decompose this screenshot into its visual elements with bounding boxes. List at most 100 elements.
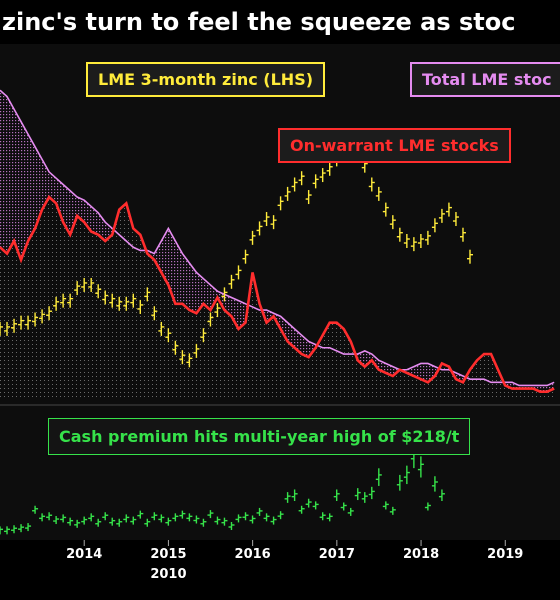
zinc-price-bar	[403, 234, 410, 248]
zinc-price-bar	[151, 306, 158, 321]
x-axis-tick-label: 2018	[403, 547, 439, 562]
zinc-price-bar	[417, 234, 424, 248]
zinc-price-bar	[0, 321, 3, 336]
zinc-price-bar	[81, 277, 88, 292]
zinc-price-bar	[11, 318, 18, 333]
premium-bar	[60, 514, 67, 523]
premium-bar	[53, 516, 60, 525]
x-axis-tick-label: 2019	[487, 547, 523, 562]
zinc-price-bar	[88, 277, 95, 292]
zinc-price-bar	[172, 340, 179, 355]
zinc-price-bar	[228, 274, 235, 289]
premium-bar	[382, 501, 389, 510]
zinc-price-bar	[382, 202, 389, 217]
premium-bar	[368, 486, 375, 500]
zinc-price-bar	[312, 174, 319, 189]
zinc-price-bar	[25, 315, 32, 330]
zinc-price-bar	[60, 293, 67, 308]
premium-bar	[109, 517, 116, 526]
premium-bar	[18, 524, 25, 533]
zinc-price-bar	[249, 230, 256, 245]
zinc-price-bar	[438, 208, 445, 223]
premium-bar	[165, 517, 172, 526]
on-warrant-area	[0, 197, 555, 398]
premium-bar	[256, 507, 263, 516]
premium-bar	[284, 492, 291, 503]
premium-bar	[270, 516, 277, 525]
premium-bar	[389, 506, 396, 515]
premium-bar	[403, 465, 410, 485]
premium-bar	[354, 488, 361, 501]
series-line-on-warrant-stocks	[0, 194, 555, 394]
zinc-price-bar	[74, 281, 81, 296]
premium-bar	[263, 513, 270, 522]
premium-bar	[11, 525, 18, 534]
zinc-price-bar	[284, 186, 291, 201]
premium-bar	[277, 511, 284, 520]
zinc-price-bar	[389, 215, 396, 230]
zinc-price-bar	[102, 290, 109, 305]
premium-bar	[249, 515, 256, 524]
zinc-price-bar	[39, 309, 46, 324]
chart-title-bar: zinc's turn to feel the squeeze as stoc	[0, 0, 560, 44]
premium-bar	[123, 514, 130, 523]
premium-bar	[242, 512, 249, 521]
zinc-price-bar	[46, 306, 53, 321]
zinc-price-bar	[200, 328, 207, 343]
premium-bar	[291, 489, 298, 501]
premium-bar	[375, 468, 382, 486]
zinc-price-bar	[396, 227, 403, 242]
zinc-price-bar	[109, 293, 116, 308]
premium-bar	[172, 513, 179, 522]
premium-bar	[235, 514, 242, 523]
premium-bar	[0, 526, 3, 535]
premium-bar	[151, 512, 158, 521]
premium-bar	[347, 507, 354, 516]
x-axis-tick-label: 2016	[235, 547, 271, 562]
x-axis-tick-label: 2014	[66, 547, 102, 562]
zinc-price-bar	[123, 296, 130, 311]
premium-bar	[221, 517, 228, 526]
zinc-price-bar	[410, 237, 417, 252]
zinc-price-bar	[235, 265, 242, 280]
zinc-price-bar	[95, 284, 102, 299]
legend-cash-premium: Cash premium hits multi-year high of $21…	[48, 418, 471, 455]
premium-bar	[431, 476, 438, 492]
zinc-price-bar	[186, 353, 193, 368]
premium-bar	[74, 519, 81, 528]
zinc-price-bar	[242, 249, 249, 264]
premium-bar	[88, 513, 95, 522]
zinc-price-bar	[193, 343, 200, 358]
premium-bar	[32, 505, 39, 514]
premium-bar	[144, 518, 151, 527]
zinc-price-bar	[319, 168, 326, 183]
premium-bar	[228, 522, 235, 530]
x-axis-tick-label: 2017	[319, 547, 355, 562]
premium-bar	[424, 502, 431, 511]
premium-bar	[25, 523, 32, 532]
premium-bar	[361, 492, 368, 503]
premium-bar	[305, 498, 312, 508]
zinc-price-bar	[207, 312, 214, 327]
legend-total-stocks: Total LME stoc	[410, 62, 560, 97]
zinc-price-bar	[270, 215, 277, 230]
premium-bar	[340, 502, 347, 511]
zinc-price-bar	[459, 227, 466, 242]
zinc-price-bar	[221, 287, 228, 302]
premium-bar	[95, 518, 102, 527]
zinc-price-bar	[130, 293, 137, 308]
premium-bar	[193, 515, 200, 524]
zinc-price-bar	[424, 230, 431, 245]
premium-bar	[298, 505, 305, 514]
legend-zinc: LME 3-month zinc (LHS)	[86, 62, 326, 97]
zinc-price-bar	[452, 212, 459, 227]
x-axis-tick-label: 2015	[150, 547, 186, 562]
zinc-price-bar	[263, 212, 270, 227]
zinc-price-bar	[445, 202, 452, 217]
premium-bar	[312, 501, 319, 510]
zinc-price-bar	[298, 171, 305, 186]
zinc-price-bar	[179, 350, 186, 365]
x-axis-secondary-label: 2010	[150, 567, 186, 582]
premium-bar	[116, 518, 123, 527]
premium-bar	[137, 510, 144, 519]
